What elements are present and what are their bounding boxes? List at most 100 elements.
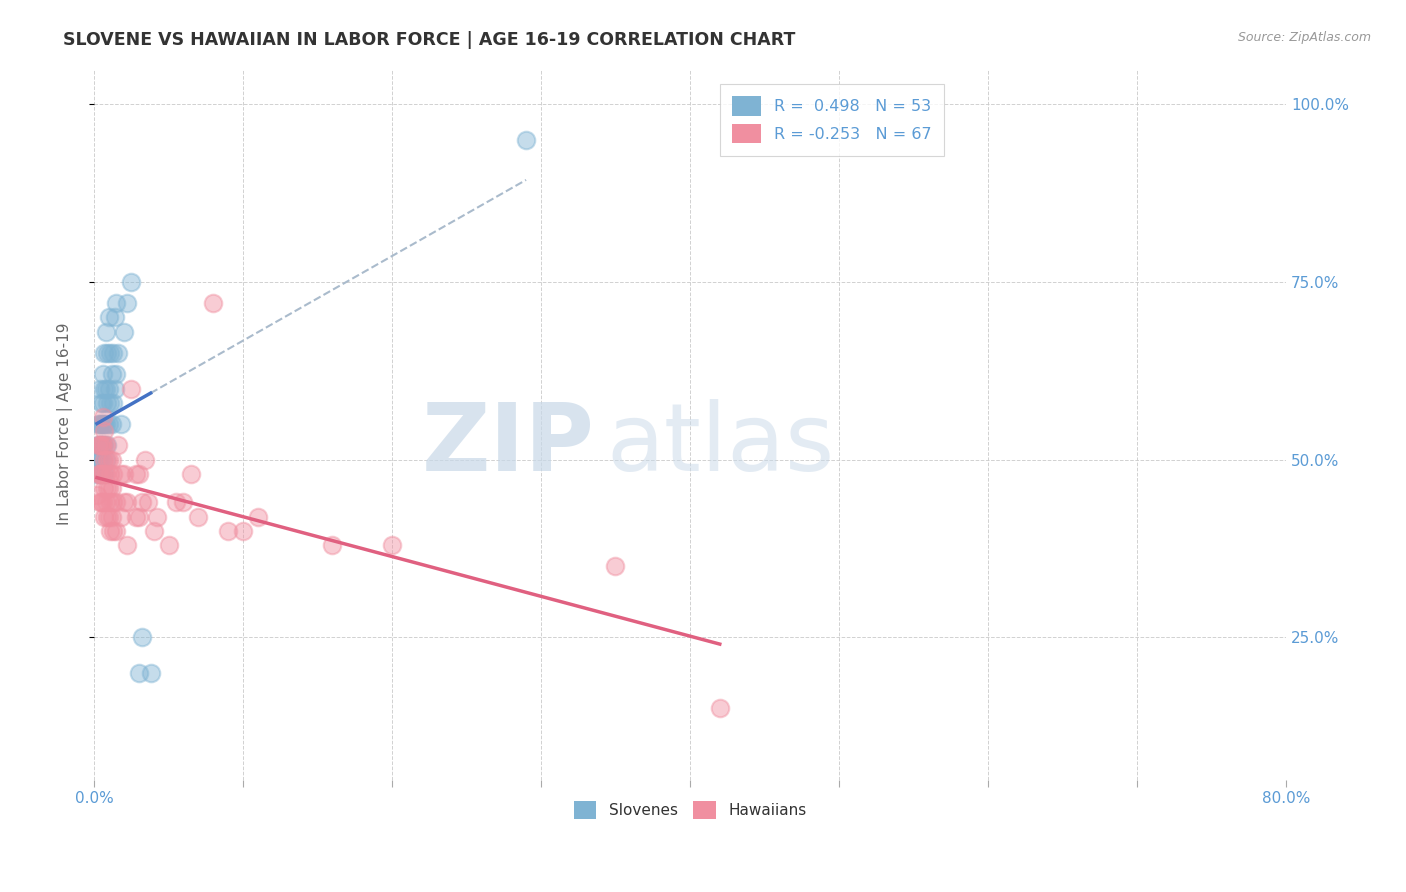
Point (90, 417, 112, 431)
Point (94, 325, 117, 339)
Point (172, 495, 194, 509)
Point (105, 296, 128, 310)
Point (90, 495, 112, 509)
Point (101, 452, 124, 467)
Point (107, 438, 129, 452)
Point (93, 438, 115, 452)
Point (93, 382, 115, 396)
Point (112, 495, 135, 509)
Point (165, 495, 187, 509)
Point (232, 524, 254, 538)
Point (103, 395, 125, 409)
Point (96, 452, 118, 467)
Point (91, 409, 114, 424)
Point (90, 467, 112, 481)
Point (125, 467, 148, 481)
Point (97, 417, 120, 431)
Point (97, 382, 120, 396)
Point (103, 346, 125, 360)
Y-axis label: In Labor Force | Age 16-19: In Labor Force | Age 16-19 (58, 323, 73, 525)
Point (100, 467, 122, 481)
Point (104, 310, 127, 325)
Point (90, 467, 112, 481)
Point (180, 467, 202, 481)
Point (91, 467, 114, 481)
Point (105, 495, 128, 509)
Point (93, 467, 115, 481)
Point (101, 368, 124, 382)
Point (90, 395, 112, 409)
Point (93, 509, 115, 524)
Point (187, 509, 209, 524)
Point (89, 495, 111, 509)
Point (90, 438, 112, 452)
Point (104, 382, 127, 396)
Point (97, 481, 120, 495)
Text: SLOVENE VS HAWAIIAN IN LABOR FORCE | AGE 16-19 CORRELATION CHART: SLOVENE VS HAWAIIAN IN LABOR FORCE | AGE… (63, 31, 796, 49)
Point (93, 424, 115, 438)
Point (87, 438, 110, 452)
Point (91, 417, 114, 431)
Point (91, 438, 114, 452)
Point (91, 438, 114, 452)
Point (94, 438, 117, 452)
Point (94, 467, 117, 481)
Point (96, 346, 118, 360)
Point (87, 467, 110, 481)
Point (115, 296, 138, 310)
Point (136, 495, 159, 509)
Point (93, 481, 115, 495)
Point (89, 382, 111, 396)
Point (139, 665, 162, 680)
Point (107, 346, 129, 360)
Point (86, 467, 108, 481)
Point (87, 417, 110, 431)
Point (105, 368, 128, 382)
Point (93, 452, 115, 467)
Point (131, 495, 153, 509)
Point (89, 452, 111, 467)
Point (100, 395, 122, 409)
Point (515, 133, 537, 147)
Point (115, 495, 138, 509)
Point (94, 417, 117, 431)
Text: atlas: atlas (606, 400, 835, 491)
Point (89, 467, 111, 481)
Point (381, 538, 404, 552)
Point (605, 559, 627, 574)
Point (86, 488, 108, 502)
Text: Source: ZipAtlas.com: Source: ZipAtlas.com (1237, 31, 1371, 45)
Point (89, 438, 111, 452)
Point (101, 481, 124, 495)
Point (97, 310, 120, 325)
Point (93, 417, 115, 431)
Point (89, 438, 111, 452)
Point (94, 452, 117, 467)
Point (90, 438, 112, 452)
Point (128, 467, 150, 481)
Point (96, 438, 118, 452)
Point (96, 509, 118, 524)
Point (87, 438, 110, 452)
Point (93, 346, 115, 360)
Point (110, 509, 132, 524)
Point (246, 509, 269, 524)
Point (100, 524, 122, 538)
Point (96, 481, 118, 495)
Point (97, 509, 120, 524)
Point (120, 275, 142, 289)
Point (100, 346, 122, 360)
Point (100, 495, 122, 509)
Point (110, 467, 132, 481)
Point (91, 452, 114, 467)
Point (115, 538, 138, 552)
Point (87, 452, 110, 467)
Point (128, 665, 150, 680)
Point (89, 467, 111, 481)
Point (157, 538, 180, 552)
Point (112, 467, 135, 481)
Point (101, 417, 124, 431)
Point (112, 325, 135, 339)
Point (131, 631, 153, 645)
Point (202, 296, 225, 310)
